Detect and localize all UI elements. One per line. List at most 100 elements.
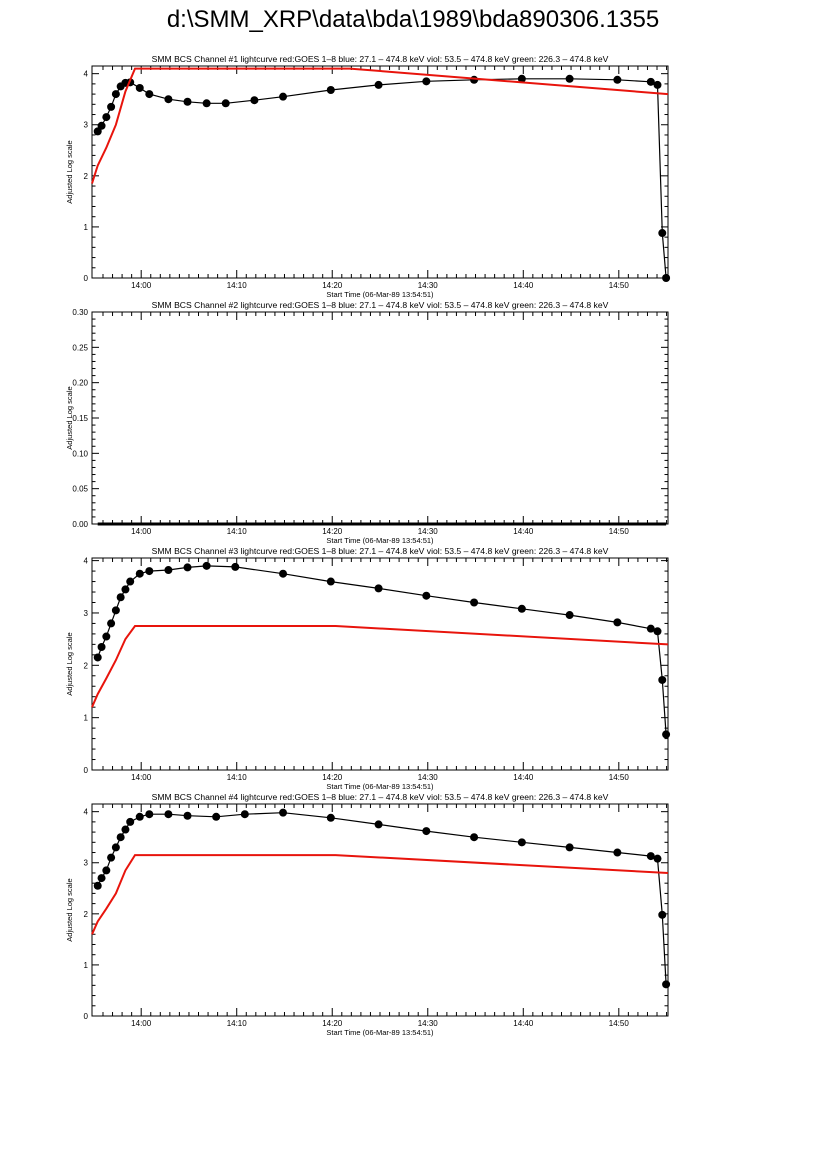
data-point — [374, 80, 383, 89]
data-point — [116, 593, 125, 602]
data-point — [326, 86, 335, 95]
chart-panel-4: SMM BCS Channel #4 lightcurve red:GOES 1… — [65, 792, 671, 1037]
data-point — [221, 99, 230, 108]
data-point — [93, 653, 102, 662]
plot-frame — [91, 803, 669, 1017]
data-point — [565, 74, 574, 83]
y-tick-label: 3 — [84, 609, 89, 618]
data-point — [662, 980, 671, 989]
data-point — [326, 577, 335, 586]
data-point — [97, 642, 106, 651]
chart-panel-3: SMM BCS Channel #3 lightcurve red:GOES 1… — [65, 546, 671, 791]
x-tick-label: 14:00 — [131, 281, 152, 290]
data-point — [107, 619, 116, 628]
data-point — [93, 127, 102, 136]
data-point — [422, 591, 431, 600]
y-tick-label: 3 — [84, 121, 89, 130]
y-tick-label: 0 — [84, 766, 89, 775]
data-point — [662, 730, 671, 739]
data-point — [107, 102, 116, 111]
chart-title: SMM BCS Channel #1 lightcurve red:GOES 1… — [152, 54, 609, 64]
y-tick-label: 0.30 — [72, 308, 88, 317]
x-tick-label: 14:40 — [513, 527, 534, 536]
y-axis-label: Adjusted Log scale — [65, 386, 74, 449]
data-point — [374, 820, 383, 829]
x-axis-label: Start Time (06-Mar-89 13:54:51) — [326, 1028, 434, 1037]
data-point — [111, 606, 120, 615]
data-point — [135, 812, 144, 821]
data-point — [517, 604, 526, 613]
data-point — [93, 881, 102, 890]
data-point — [646, 624, 655, 633]
data-point — [135, 83, 144, 92]
x-tick-label: 14:20 — [322, 1019, 343, 1028]
data-point — [121, 825, 130, 834]
data-point — [658, 229, 667, 238]
data-point — [135, 569, 144, 578]
data-point — [107, 853, 116, 862]
x-tick-label: 14:50 — [609, 281, 630, 290]
data-point — [102, 113, 111, 122]
data-line — [97, 565, 667, 735]
x-tick-label: 14:10 — [227, 281, 248, 290]
x-tick-label: 14:30 — [418, 527, 439, 536]
data-point — [646, 77, 655, 86]
x-tick-label: 14:20 — [322, 281, 343, 290]
data-point — [470, 833, 479, 842]
data-point — [422, 827, 431, 836]
x-tick-label: 14:10 — [227, 1019, 248, 1028]
data-point — [613, 848, 622, 857]
data-point — [374, 584, 383, 593]
data-point — [653, 854, 662, 863]
x-tick-label: 14:30 — [418, 773, 439, 782]
y-axis-label: Adjusted Log scale — [65, 140, 74, 203]
y-axis-label: Adjusted Log scale — [65, 878, 74, 941]
x-tick-label: 14:20 — [322, 527, 343, 536]
chart-title: SMM BCS Channel #3 lightcurve red:GOES 1… — [152, 546, 609, 556]
x-tick-label: 14:00 — [131, 773, 152, 782]
plot-frame — [91, 65, 669, 279]
y-tick-label: 0.15 — [72, 414, 88, 423]
y-tick-label: 0.10 — [72, 449, 88, 458]
y-tick-label: 0.00 — [72, 520, 88, 529]
data-point — [145, 90, 154, 99]
data-point — [565, 843, 574, 852]
data-point — [565, 611, 574, 620]
data-point — [121, 585, 130, 594]
data-point — [145, 810, 154, 819]
x-tick-label: 14:50 — [609, 773, 630, 782]
y-tick-label: 0.05 — [72, 485, 88, 494]
x-axis-label: Start Time (06-Mar-89 13:54:51) — [326, 290, 434, 299]
data-point — [240, 810, 249, 819]
y-tick-label: 1 — [84, 714, 89, 723]
x-tick-label: 14:00 — [131, 527, 152, 536]
data-point — [662, 274, 671, 282]
data-point — [658, 910, 667, 919]
data-point — [111, 90, 120, 99]
x-tick-label: 14:00 — [131, 1019, 152, 1028]
chart-panel-1: SMM BCS Channel #1 lightcurve red:GOES 1… — [65, 54, 671, 299]
x-tick-label: 14:30 — [418, 281, 439, 290]
data-point — [613, 618, 622, 627]
x-tick-label: 14:40 — [513, 281, 534, 290]
data-point — [102, 632, 111, 641]
y-tick-label: 4 — [84, 808, 89, 817]
x-tick-label: 14:10 — [227, 527, 248, 536]
data-point — [202, 561, 211, 570]
x-tick-label: 14:10 — [227, 773, 248, 782]
data-point — [613, 75, 622, 84]
chart-title: SMM BCS Channel #4 lightcurve red:GOES 1… — [152, 792, 609, 802]
data-point — [126, 577, 135, 586]
y-axis-label: Adjusted Log scale — [65, 632, 74, 695]
data-point — [102, 866, 111, 875]
data-point — [517, 838, 526, 847]
data-point — [164, 566, 173, 575]
data-point — [97, 121, 106, 130]
data-point — [164, 810, 173, 819]
y-tick-label: 1 — [84, 961, 89, 970]
y-tick-label: 4 — [84, 557, 89, 566]
data-point — [126, 817, 135, 826]
y-tick-label: 2 — [84, 172, 89, 181]
data-point — [183, 97, 192, 106]
